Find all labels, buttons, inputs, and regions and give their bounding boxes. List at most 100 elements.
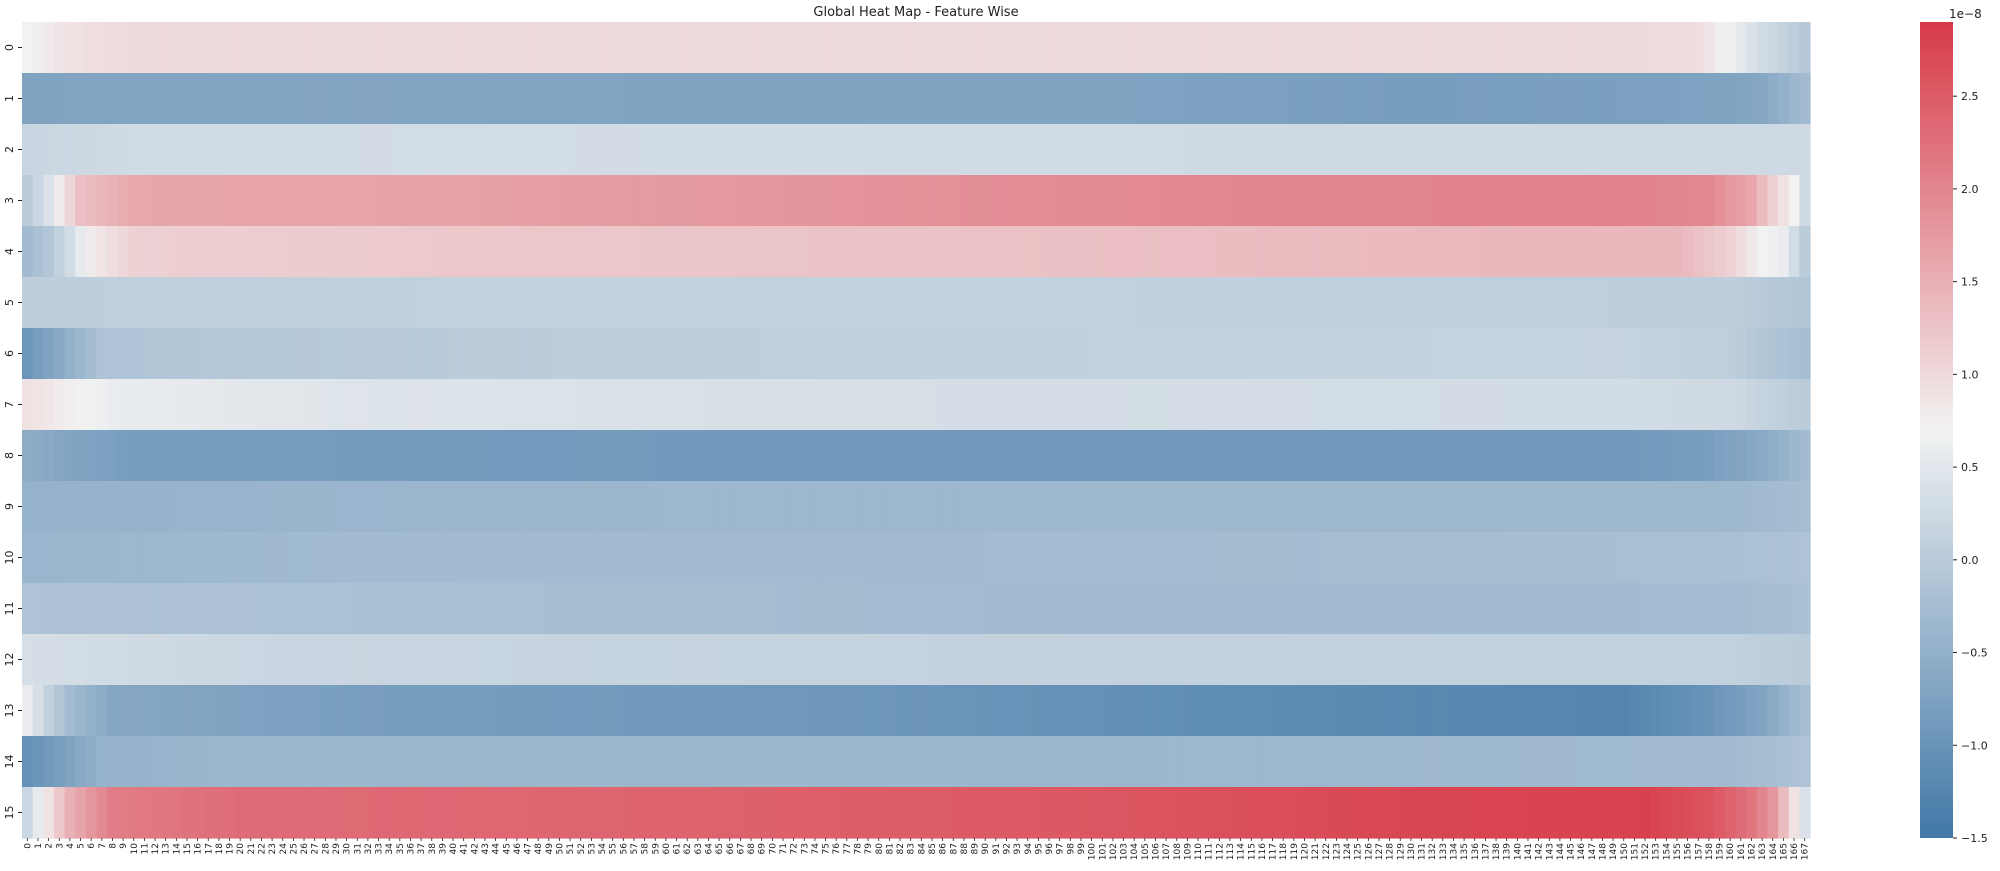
heatmap-cell [862,73,875,125]
heatmap-cell [607,634,619,686]
heatmap-cell [1341,787,1353,839]
heatmap-cell [1128,787,1141,839]
heatmap-cell [75,532,87,584]
x-tick-label: 55 [609,843,619,854]
heatmap-cell [1682,22,1694,74]
heatmap-cell [149,22,161,74]
heatmap-cell [1788,379,1800,431]
heatmap-cell [1107,22,1119,74]
heatmap-cell [1299,73,1311,125]
heatmap-cell [596,277,608,329]
heatmap-cell [1171,175,1183,227]
heatmap-cell [479,583,491,635]
x-tick-label: 20 [236,843,246,855]
heatmap-cell [1160,73,1173,125]
heatmap-cell [234,481,247,533]
heatmap-cell [1522,430,1534,482]
heatmap-cell [916,277,928,329]
heatmap-cell [660,328,672,380]
heatmap-cell [277,787,289,839]
heatmap-cell [586,481,598,533]
heatmap-cell [862,124,875,176]
heatmap-cell [958,430,970,482]
heatmap-cell [1448,685,1460,737]
x-tick-label: 47 [524,843,534,854]
heatmap-cell [1554,124,1566,176]
heatmap-cell [202,22,215,74]
heatmap-cell [75,22,87,74]
heatmap-cell [756,736,768,788]
heatmap-cell [958,532,970,584]
heatmap-cell [1618,328,1630,380]
heatmap-cell [32,175,44,227]
heatmap-cell [788,787,800,839]
heatmap-cell [1618,175,1630,227]
heatmap-cell [192,277,204,329]
heatmap-cell [916,226,928,278]
heatmap-cell [767,430,779,482]
heatmap-cell [160,379,172,431]
y-tick-label: 14 [3,755,16,769]
x-tick-label: 17 [204,843,214,854]
heatmap-cell [1671,430,1683,482]
heatmap-cell [117,22,130,74]
heatmap-cell [1267,379,1279,431]
heatmap-cell [362,124,374,176]
heatmap-cell [1671,685,1683,737]
heatmap-cell [703,328,715,380]
heatmap-cell [1629,481,1641,533]
heatmap-cell [1096,634,1109,686]
heatmap-cell [1565,634,1577,686]
heatmap-cell [1022,277,1034,329]
heatmap-cell [1501,481,1513,533]
heatmap-cell [437,583,449,635]
heatmap-cell [852,175,864,227]
heatmap-cell [1235,277,1247,329]
y-tick-label: 10 [3,551,16,565]
heatmap-cell [245,736,257,788]
heatmap-cell [149,787,161,839]
heatmap-cell [735,583,747,635]
heatmap-cell [171,532,183,584]
heatmap-cell [554,583,566,635]
heatmap-cell [830,532,843,584]
heatmap-cell [809,73,821,125]
heatmap-cell [1054,481,1066,533]
heatmap-cell [53,787,66,839]
heatmap-cell [1054,73,1066,125]
heatmap-cell [415,22,428,74]
heatmap-cell [1224,430,1236,482]
heatmap-cell [1192,379,1204,431]
heatmap-cell [1639,532,1651,584]
heatmap-cell [1363,328,1375,380]
heatmap-cell [1192,583,1204,635]
heatmap-cell [1512,328,1524,380]
heatmap-cell [117,583,130,635]
heatmap-cell [1192,73,1204,125]
heatmap-cell [64,736,76,788]
heatmap-cell [500,430,513,482]
heatmap-cell [1203,583,1215,635]
heatmap-cell [820,430,832,482]
heatmap-cell [788,685,800,737]
heatmap-cell [213,685,225,737]
heatmap-cell [96,226,108,278]
heatmap-cell [1331,175,1343,227]
heatmap-cell [383,685,396,737]
heatmap-cell [1118,73,1130,125]
heatmap-cell [1118,175,1130,227]
heatmap-cell [1469,736,1481,788]
heatmap-cell [1224,73,1236,125]
x-tick-label: 68 [747,843,757,855]
heatmap-cell [575,379,587,431]
heatmap-cell [947,634,960,686]
heatmap-cell [394,175,406,227]
heatmap-cell [1363,685,1375,737]
heatmap-cell [639,481,651,533]
heatmap-cell [820,481,832,533]
heatmap-cell [1373,634,1385,686]
heatmap-cell [767,532,779,584]
heatmap-cell [1373,787,1385,839]
heatmap-cell [320,532,332,584]
heatmap-cell [532,73,545,125]
